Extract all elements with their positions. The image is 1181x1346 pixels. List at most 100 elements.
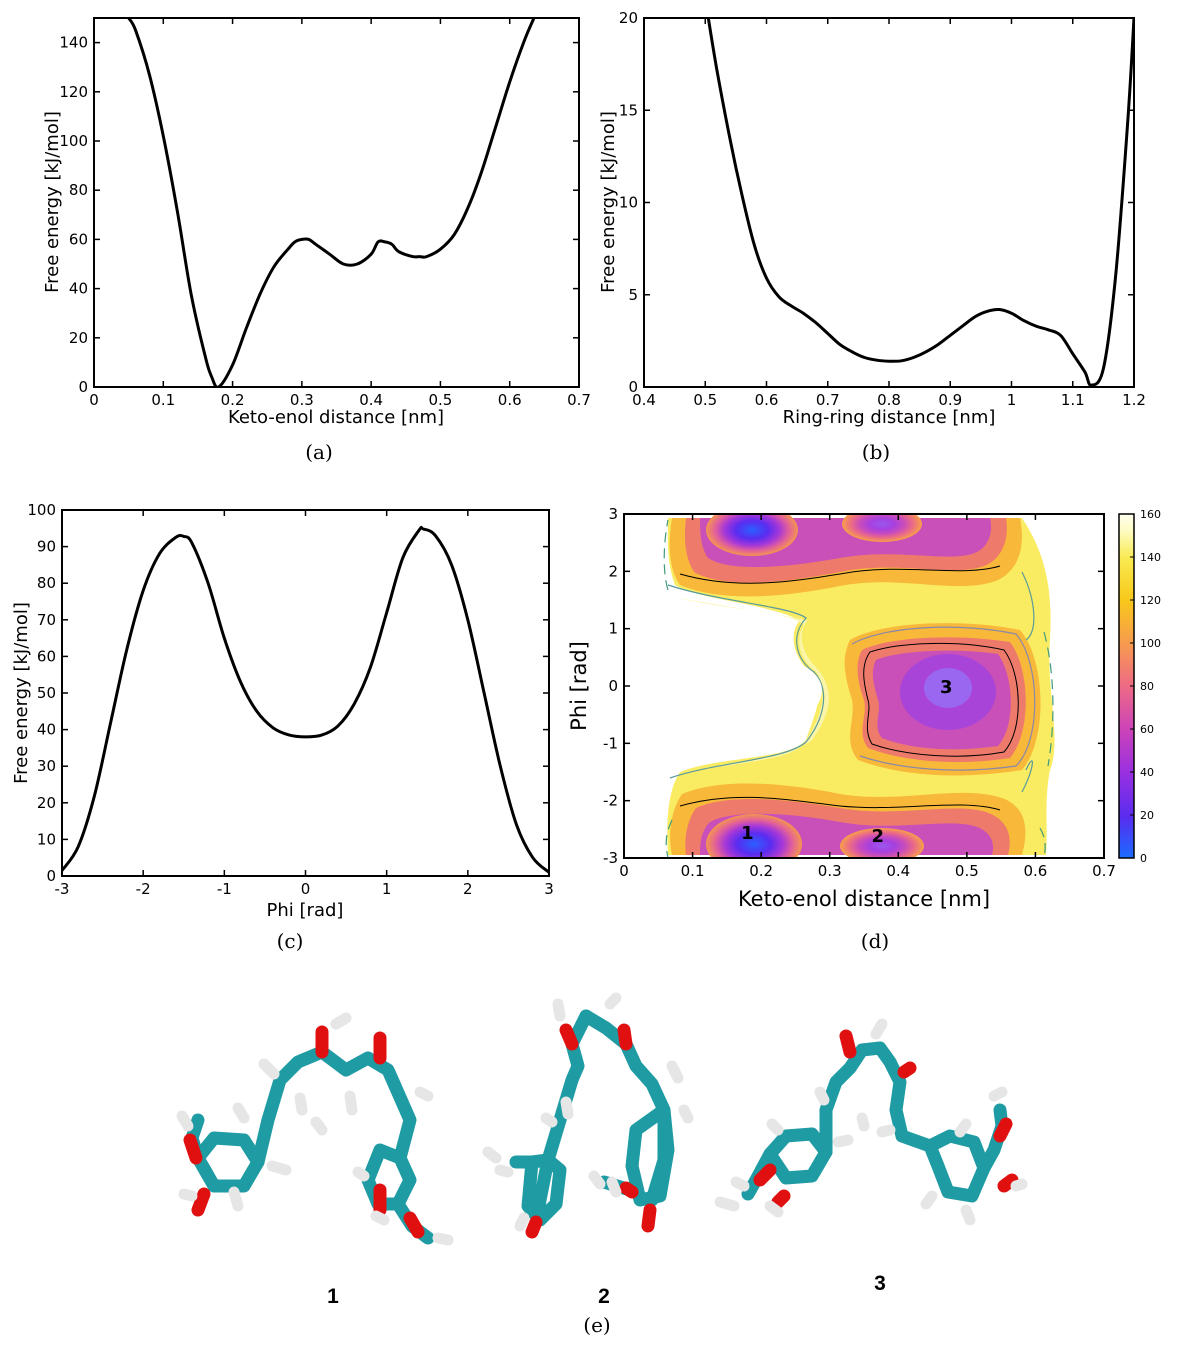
x-tick-label: 0 (301, 880, 311, 898)
panel-b-y-ticks: 0 5 10 15 20 (619, 9, 1134, 396)
y-tick-label: 5 (628, 286, 638, 304)
colorbar-tick-label: 160 (1140, 508, 1161, 521)
y-tick-label: 20 (69, 329, 88, 347)
y-tick-label: -2 (603, 792, 618, 810)
x-tick-label: 0.6 (498, 391, 522, 409)
x-tick-label: -1 (217, 880, 232, 898)
x-tick-label: -3 (55, 880, 70, 898)
minimum-label-2: 2 (871, 826, 884, 847)
y-tick-label: 0 (628, 378, 638, 396)
x-tick-label: 1.1 (1061, 391, 1085, 409)
panel-b-xlabel: Ring-ring distance [nm] (783, 407, 996, 428)
heatmap-well-top-right (842, 514, 922, 542)
y-tick-label: 0 (46, 867, 56, 885)
panel-b-caption: (b) (862, 440, 890, 464)
x-tick-label: 0.3 (818, 862, 842, 880)
heatmap-contours (663, 519, 1054, 858)
y-tick-label: 3 (608, 505, 618, 523)
y-tick-label: 80 (37, 574, 56, 592)
heatmap-well-1 (706, 814, 802, 858)
panel-e: 1 2 3 (e) (176, 992, 1028, 1337)
y-tick-label: 10 (619, 194, 638, 212)
panel-c-caption: (c) (277, 929, 304, 953)
y-tick-label: -3 (603, 849, 618, 867)
panel-b: 0.4 0.5 0.6 0.7 0.8 0.9 1 1.1 1.2 0 5 10 15 20 Ring-… (598, 9, 1146, 464)
panel-b-curve (706, 18, 1134, 387)
panel-a-frame (93, 17, 580, 388)
panel-b-ylabel: Free energy [kJ/mol] (598, 111, 619, 293)
panel-c-curve-group (62, 525, 549, 874)
structure-label-3: 3 (874, 1272, 886, 1295)
x-tick-label: 0.7 (1092, 862, 1116, 880)
y-tick-label: 2 (608, 562, 618, 580)
y-tick-label: 20 (619, 9, 638, 27)
x-tick-label: 0.7 (567, 391, 591, 409)
colorbar-tick-label: 100 (1140, 637, 1161, 650)
structure-label-1: 1 (327, 1285, 339, 1308)
y-tick-label: 90 (37, 538, 56, 556)
x-tick-label: 0.1 (151, 391, 175, 409)
y-tick-label: 120 (59, 83, 88, 101)
panel-c-ylabel: Free energy [kJ/mol] (11, 602, 32, 784)
panel-a-xlabel: Keto-enol distance [nm] (228, 407, 444, 428)
panel-d: 0 0.1 0.2 0.3 0.4 0.5 0.6 0.7 -3 -2 -1 0 1 2 3 1 2 3 Ke… (567, 505, 1161, 953)
panel-b-curve-group (706, 18, 1134, 387)
panel-a-caption: (a) (305, 440, 333, 464)
heatmap-well-3-center (924, 668, 972, 708)
panel-a-x-ticks: 0 0.1 0.2 0.3 0.4 0.5 0.6 0.7 (89, 18, 591, 409)
panel-d-heatmap (663, 514, 1055, 858)
y-tick-label: 60 (37, 647, 56, 665)
colorbar-tick-label: 80 (1140, 680, 1154, 693)
panel-c-x-ticks: -3 -2 -1 0 1 2 3 (55, 510, 554, 898)
y-tick-label: 60 (69, 230, 88, 248)
y-tick-label: 15 (619, 101, 638, 119)
panel-b-x-ticks: 0.4 0.5 0.6 0.7 0.8 0.9 1 1.1 1.2 (632, 18, 1146, 409)
x-tick-label: 0 (619, 862, 629, 880)
panel-d-colorbar-ticks: 0 20 40 60 80 100 120 140 160 (1130, 508, 1161, 865)
y-tick-label: 1 (608, 620, 618, 638)
colorbar-tick-label: 120 (1140, 594, 1161, 607)
x-tick-label: 0.6 (1023, 862, 1047, 880)
panel-c-curve (62, 525, 549, 874)
colorbar-tick-label: 60 (1140, 723, 1154, 736)
minimum-label-3: 3 (940, 677, 953, 698)
panel-d-ylabel: Phi [rad] (567, 641, 591, 731)
x-tick-label: 2 (463, 880, 473, 898)
panel-c: -3 -2 -1 0 1 2 3 0 10 20 30 40 50 60 70 80 90 100 Phi [r… (11, 501, 554, 953)
x-tick-label: 0.4 (886, 862, 910, 880)
heatmap-empty-region (804, 666, 822, 704)
y-tick-label: 0 (78, 378, 88, 396)
colorbar-tick-label: 0 (1140, 852, 1147, 865)
y-tick-label: 100 (59, 132, 88, 150)
panel-a-curve (127, 18, 536, 387)
y-tick-label: 30 (37, 757, 56, 775)
y-tick-label: 0 (608, 677, 618, 695)
x-tick-label: 0.5 (428, 391, 452, 409)
y-tick-label: 80 (69, 181, 88, 199)
x-tick-label: 0.8 (877, 391, 901, 409)
structure-3 (714, 1018, 1028, 1226)
x-tick-label: 0.5 (693, 391, 717, 409)
panel-a-ylabel: Free energy [kJ/mol] (42, 111, 63, 293)
panel-d-minima-labels: 1 2 3 (741, 677, 952, 847)
y-tick-label: 70 (37, 611, 56, 629)
y-tick-label: 10 (37, 830, 56, 848)
x-tick-label: 0.6 (755, 391, 779, 409)
y-tick-label: 100 (27, 501, 56, 519)
y-tick-label: 20 (37, 794, 56, 812)
y-tick-label: 40 (69, 280, 88, 298)
panel-d-xlabel: Keto-enol distance [nm] (738, 887, 990, 911)
minimum-label-1: 1 (741, 823, 754, 844)
x-tick-label: 0.7 (816, 391, 840, 409)
x-tick-label: 0 (89, 391, 99, 409)
x-tick-label: 1 (382, 880, 392, 898)
x-tick-label: 0.4 (359, 391, 383, 409)
panel-c-frame (61, 509, 550, 877)
structure-1-left-ring (191, 1131, 265, 1193)
panel-a-y-ticks: 0 20 40 60 80 100 120 140 (59, 34, 579, 396)
x-tick-label: 3 (544, 880, 554, 898)
heatmap-well-top-left (706, 514, 798, 556)
x-tick-label: 0.1 (681, 862, 705, 880)
panel-d-y-ticks: -3 -2 -1 0 1 2 3 (603, 505, 1104, 867)
